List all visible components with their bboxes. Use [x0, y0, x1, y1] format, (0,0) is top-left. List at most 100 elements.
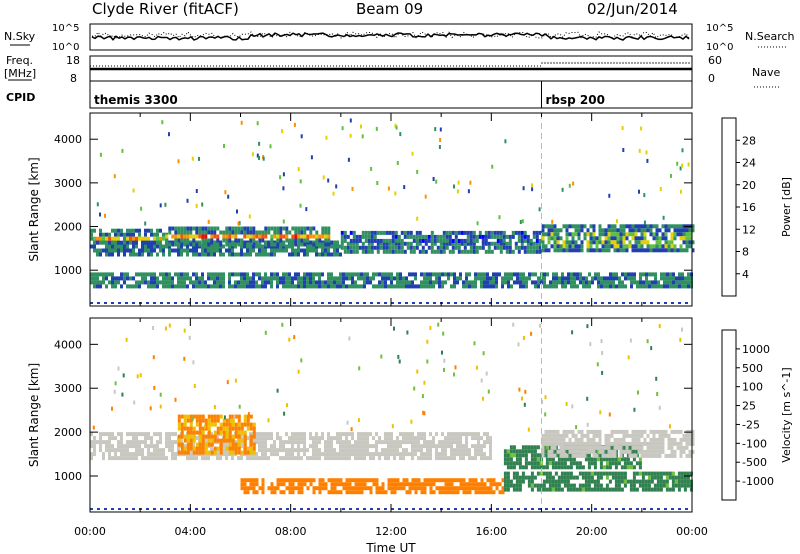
scatter-cell [384, 284, 387, 289]
scatter-dot [601, 351, 604, 355]
scatter-cell [231, 456, 234, 461]
scatter-cell [351, 452, 354, 457]
scatter-cell [276, 284, 279, 289]
scatter-cell [661, 445, 665, 450]
scatter-cell [417, 440, 420, 445]
scatter-dot [149, 406, 152, 411]
scatter-cell [177, 238, 181, 243]
scatter-cell [156, 444, 159, 449]
scatter-cell [360, 276, 363, 281]
scatter-dot [288, 337, 291, 342]
scatter-cell [333, 482, 337, 487]
scatter-cell [336, 248, 339, 253]
beam-title: Beam 09 [356, 0, 423, 18]
scatter-cell [501, 280, 504, 285]
scatter-cell [444, 456, 447, 461]
scatter-cell [300, 478, 304, 483]
scatter-cell [399, 444, 402, 449]
date-title: 02/Jun/2014 [587, 0, 678, 18]
scatter-cell [318, 486, 322, 491]
scatter-cell [228, 238, 232, 243]
scatter-cell [656, 479, 660, 484]
scatter-cell [198, 252, 201, 257]
scatter-cell [168, 440, 171, 445]
scatter-cell [162, 248, 165, 253]
scatter-dot [441, 350, 443, 355]
scatter-cell [201, 430, 205, 435]
scatter-cell [186, 442, 190, 447]
scatter-cell [270, 482, 274, 487]
scatter-cell [610, 244, 614, 249]
scatter-cell [264, 242, 268, 247]
scatter-cell [679, 236, 683, 241]
scatter-cell [102, 240, 105, 245]
scatter-cell [503, 471, 507, 476]
scatter-cell [685, 244, 689, 249]
scatter-cell [363, 436, 366, 441]
scatter-cell [592, 453, 596, 458]
scatter-cell [435, 486, 439, 491]
scatter-cell [279, 280, 282, 285]
scatter-cell [282, 456, 285, 461]
scatter-cell [246, 486, 250, 491]
scatter-cell [189, 418, 193, 423]
scatter-cell [540, 280, 543, 285]
scatter-cell [349, 241, 353, 246]
scatter-cell [255, 440, 258, 445]
scatter-cell [264, 230, 268, 235]
scatter-cell [367, 238, 371, 243]
scatter-cell [195, 242, 199, 247]
scatter-cell [586, 244, 590, 249]
scatter-cell [219, 446, 223, 451]
scatter-cell [225, 242, 229, 247]
scatter-cell [255, 272, 258, 277]
scatter-dot [269, 144, 272, 149]
scatter-cell [390, 478, 394, 483]
scatter-cell [105, 432, 108, 437]
scatter-cell [391, 234, 395, 239]
scatter-cell [147, 240, 150, 245]
scatter-cell [240, 444, 243, 449]
scatter-cell [641, 475, 645, 480]
scatter-cell [565, 232, 569, 237]
scatter-cell [165, 242, 169, 247]
scatter-cell [234, 422, 238, 427]
scatter-dot [521, 219, 524, 224]
scatter-cell [201, 442, 205, 447]
scatter-cell [619, 441, 623, 446]
scatter-cell [393, 452, 396, 457]
scatter-cell [351, 284, 354, 289]
scatter-cell [465, 272, 468, 277]
scatter-cell [162, 280, 165, 285]
scatter-cell [616, 445, 620, 450]
scatter-cell [183, 444, 186, 449]
scatter-cell [474, 448, 477, 453]
scatter-cell [177, 422, 181, 427]
scatter-cell [219, 230, 223, 235]
scatter-cell [523, 234, 527, 239]
scatter-cell [689, 479, 693, 484]
scatter-cell [123, 456, 126, 461]
scatter-cell [237, 430, 241, 435]
scatter-cell [579, 276, 582, 281]
scatter-cell [509, 465, 513, 470]
scatter-cell [183, 434, 187, 439]
scatter-cell [120, 284, 123, 289]
scatter-cell [309, 240, 312, 245]
scatter-cell [629, 487, 633, 492]
scatter-dot [473, 341, 476, 346]
scatter-cell [318, 252, 321, 257]
scatter-cell [634, 445, 638, 450]
scatter-cell [234, 280, 237, 285]
scatter-cell [483, 432, 486, 437]
scatter-cell [408, 436, 411, 441]
scatter-cell [685, 228, 689, 233]
scatter-cell [231, 450, 235, 455]
scatter-cell [587, 457, 591, 462]
scatter-cell [544, 224, 548, 229]
scatter-cell [612, 276, 615, 281]
scatter-cell [183, 280, 186, 285]
scatter-cell [372, 482, 376, 487]
scatter-cell [660, 276, 663, 281]
scatter-cell [430, 241, 434, 246]
